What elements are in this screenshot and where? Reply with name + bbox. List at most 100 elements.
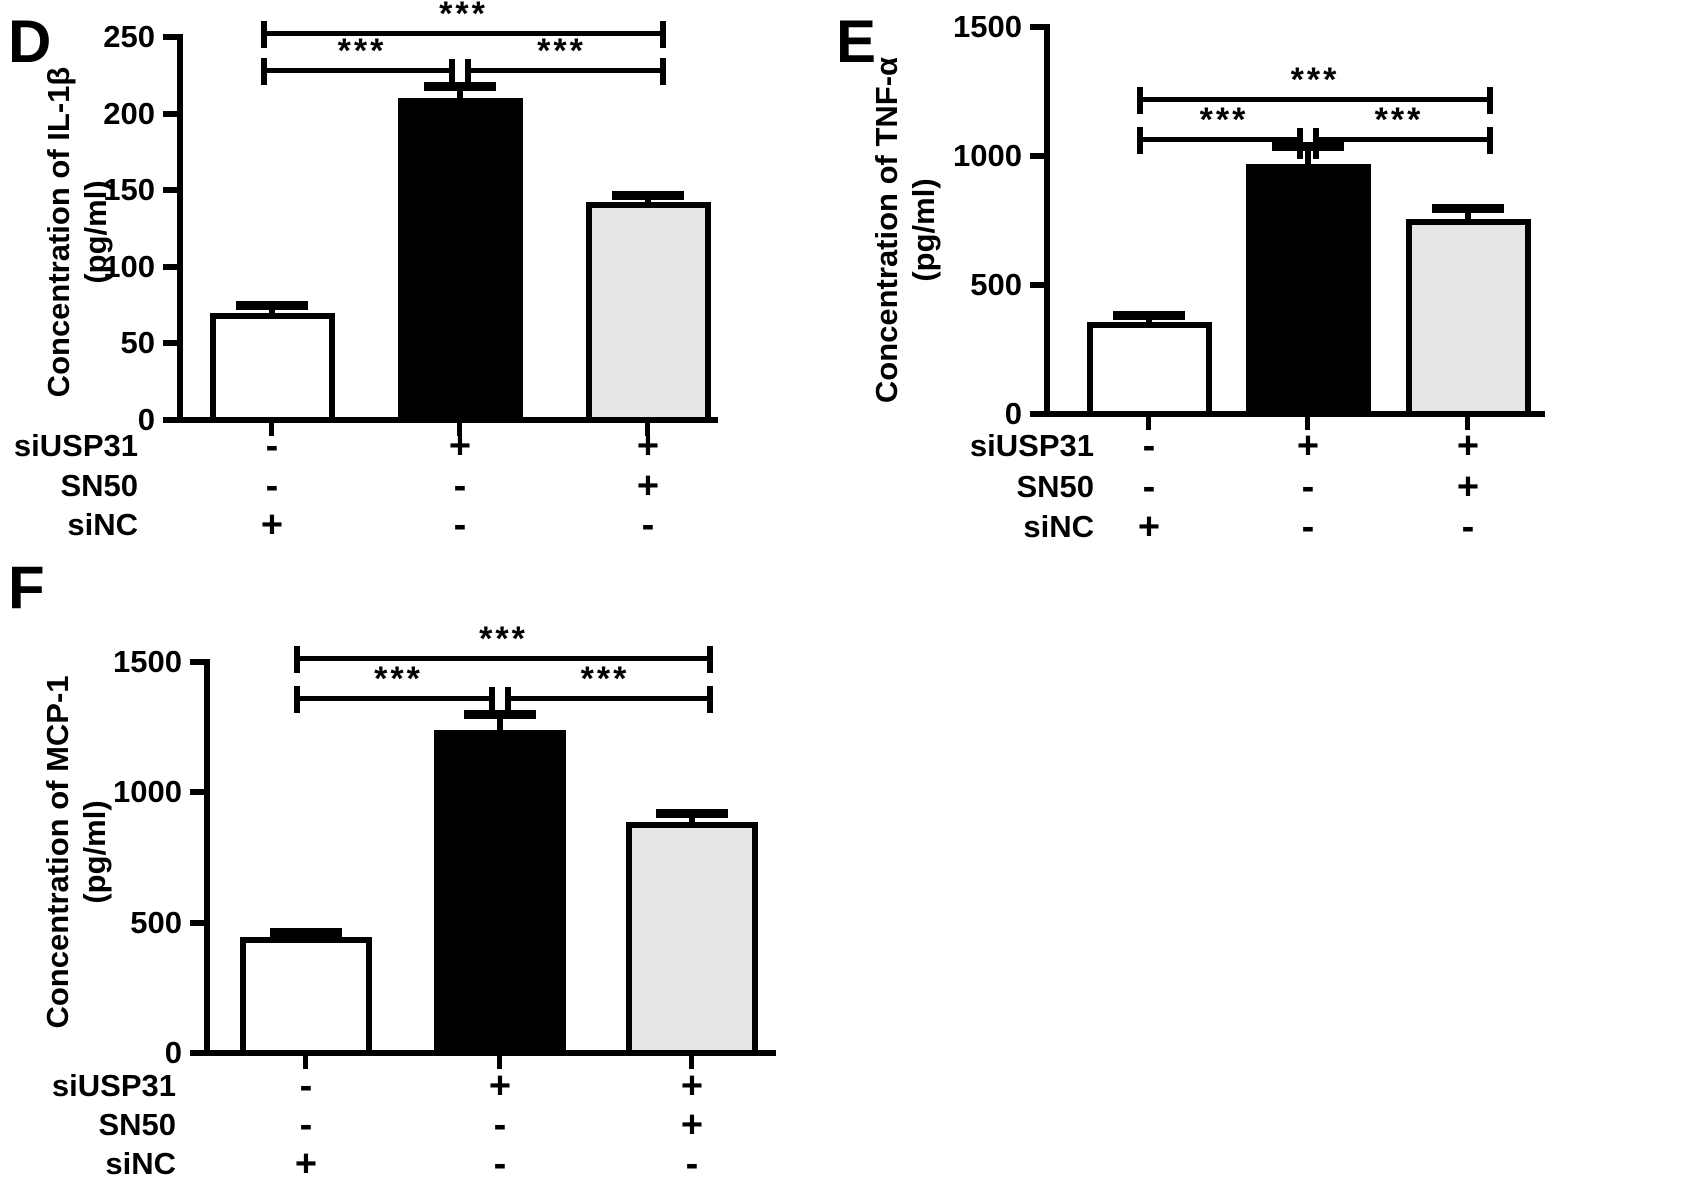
y-tick-mark xyxy=(1030,24,1044,30)
bracket-end-tick xyxy=(660,58,666,85)
y-tick-mark xyxy=(163,34,177,40)
sig-bracket-line-top xyxy=(264,31,663,36)
y-tick-label: 0 xyxy=(137,402,155,437)
bracket-end-tick xyxy=(707,646,713,673)
condition-symbol: + xyxy=(680,1065,704,1107)
sig-bracket-line-top xyxy=(297,656,710,661)
condition-symbol: - xyxy=(641,504,655,546)
y-tick-mark xyxy=(1030,153,1044,159)
error-bar-stem xyxy=(689,813,695,827)
bracket-end-tick xyxy=(261,21,267,48)
condition-label-siUSP31: siUSP31 xyxy=(969,428,1094,463)
condition-label-siUSP31: siUSP31 xyxy=(51,1068,176,1103)
y-tick-mark xyxy=(1030,282,1044,288)
panel-letter: D xyxy=(8,8,52,75)
bar-3 xyxy=(1405,219,1531,417)
bracket-end-tick xyxy=(1137,127,1143,154)
condition-label-SN50: SN50 xyxy=(98,1107,176,1142)
bar-3 xyxy=(585,202,711,423)
sig-bracket-line-left xyxy=(297,696,492,701)
error-bar-stem xyxy=(497,713,503,734)
bracket-end-tick xyxy=(294,646,300,673)
condition-symbol: - xyxy=(265,425,279,467)
error-bar-cap xyxy=(1113,310,1185,320)
bracket-end-tick xyxy=(1137,87,1143,114)
condition-label-SN50: SN50 xyxy=(60,468,138,503)
condition-symbol: + xyxy=(260,504,284,546)
error-bar-cap xyxy=(656,809,728,819)
sig-bracket-line-right xyxy=(508,696,710,701)
error-bar-stem xyxy=(269,305,275,317)
y-axis-line xyxy=(204,659,210,1056)
x-tick-mark xyxy=(269,423,274,436)
y-tick-label: 1000 xyxy=(113,774,182,810)
bracket-end-tick xyxy=(1487,127,1493,154)
condition-symbol: - xyxy=(1142,425,1156,467)
condition-symbol: - xyxy=(1142,466,1156,508)
bar-1 xyxy=(1086,322,1212,417)
y-axis-line xyxy=(1044,24,1050,417)
bracket-end-tick xyxy=(1487,87,1493,114)
condition-symbol: + xyxy=(636,465,660,507)
condition-symbol: - xyxy=(1301,466,1315,508)
condition-symbol: + xyxy=(1296,425,1320,467)
y-tick-mark xyxy=(190,659,204,665)
y-tick-mark xyxy=(163,263,177,270)
condition-symbol: + xyxy=(680,1104,704,1146)
bracket-break-tick xyxy=(465,59,471,90)
sig-bracket-line-left xyxy=(1140,137,1300,142)
sig-stars-top: *** xyxy=(439,0,488,33)
y-tick-label: 0 xyxy=(1004,396,1022,431)
condition-symbol: + xyxy=(636,425,660,467)
panel-letter: F xyxy=(8,554,45,621)
bracket-end-tick xyxy=(261,58,267,85)
sig-stars-right: *** xyxy=(1374,101,1424,139)
bracket-end-tick xyxy=(707,686,713,713)
x-tick-mark xyxy=(457,423,462,436)
bar-3 xyxy=(626,822,758,1056)
y-axis-title-line2: (pg/ml) xyxy=(77,800,112,904)
sig-stars-right: *** xyxy=(580,660,630,698)
sig-bracket-line-right xyxy=(1316,137,1490,142)
bar-2 xyxy=(1245,163,1371,417)
bracket-break-tick xyxy=(489,687,495,718)
condition-symbol: + xyxy=(488,1065,512,1107)
condition-label-siNC: siNC xyxy=(67,507,138,542)
error-bar-stem xyxy=(1146,314,1152,327)
y-tick-mark xyxy=(1030,411,1044,417)
condition-symbol: - xyxy=(493,1143,507,1185)
condition-symbol: - xyxy=(453,504,467,546)
bar-2 xyxy=(434,729,566,1056)
y-tick-mark xyxy=(190,1050,204,1056)
sig-stars-left: *** xyxy=(1199,101,1249,139)
condition-label-SN50: SN50 xyxy=(1016,469,1094,504)
condition-symbol: - xyxy=(265,465,279,507)
panel-letter: E xyxy=(836,8,877,75)
y-tick-mark xyxy=(163,187,177,194)
y-tick-label: 50 xyxy=(120,325,155,361)
y-tick-label: 1500 xyxy=(113,644,182,679)
error-bar-cap xyxy=(1272,141,1344,151)
condition-symbol: - xyxy=(493,1104,507,1146)
x-tick-mark xyxy=(1465,417,1470,430)
bar-1 xyxy=(209,312,335,423)
bar-1 xyxy=(240,937,372,1056)
condition-symbol: + xyxy=(1137,506,1161,548)
condition-symbol: + xyxy=(1456,425,1480,467)
y-axis-title-line1: Concentration of MCP-1 xyxy=(40,675,75,1029)
y-tick-mark xyxy=(190,919,204,926)
y-tick-mark xyxy=(163,110,177,117)
y-axis-title: Concentration of MCP-1 (pg/ml) xyxy=(39,675,113,1028)
y-tick-label: 500 xyxy=(970,267,1022,302)
x-tick-mark xyxy=(689,1056,694,1069)
condition-symbol: - xyxy=(299,1104,313,1146)
y-tick-label: 1000 xyxy=(953,138,1022,173)
y-tick-mark xyxy=(163,340,177,347)
y-tick-label: 200 xyxy=(103,95,155,131)
y-tick-label: 100 xyxy=(103,248,155,284)
bracket-break-tick xyxy=(505,687,511,718)
error-bar-stem xyxy=(1465,207,1471,224)
